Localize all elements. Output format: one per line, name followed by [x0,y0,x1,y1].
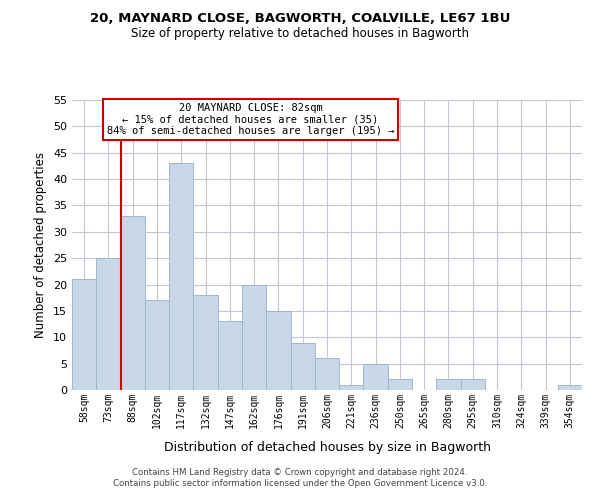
Text: Size of property relative to detached houses in Bagworth: Size of property relative to detached ho… [131,28,469,40]
Text: 20 MAYNARD CLOSE: 82sqm
← 15% of detached houses are smaller (35)
84% of semi-de: 20 MAYNARD CLOSE: 82sqm ← 15% of detache… [107,103,394,136]
Bar [72,280,96,390]
Bar [315,358,339,390]
Bar [218,322,242,390]
Bar [461,380,485,390]
Bar [388,380,412,390]
Bar [266,311,290,390]
Bar [364,364,388,390]
Bar [193,295,218,390]
Bar [121,216,145,390]
Text: Contains HM Land Registry data © Crown copyright and database right 2024.
Contai: Contains HM Land Registry data © Crown c… [113,468,487,487]
Text: Distribution of detached houses by size in Bagworth: Distribution of detached houses by size … [163,441,491,454]
Text: 20, MAYNARD CLOSE, BAGWORTH, COALVILLE, LE67 1BU: 20, MAYNARD CLOSE, BAGWORTH, COALVILLE, … [90,12,510,26]
Bar [242,284,266,390]
Bar [96,258,121,390]
Bar [339,384,364,390]
Bar [558,384,582,390]
Bar [290,342,315,390]
Bar [169,164,193,390]
Bar [145,300,169,390]
Y-axis label: Number of detached properties: Number of detached properties [34,152,47,338]
Bar [436,380,461,390]
